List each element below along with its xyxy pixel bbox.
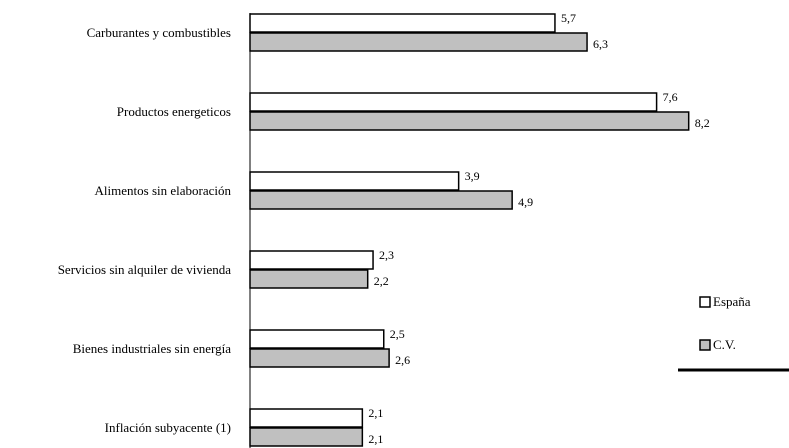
- value-label-espana-inflacion-subyacente: 2,1: [368, 406, 383, 420]
- bar-cv-carburantes: [249, 32, 588, 52]
- value-label-espana-carburantes: 5,7: [561, 11, 576, 25]
- bars-layer: [249, 13, 690, 447]
- bar-espana-productos-energeticos: [249, 92, 658, 112]
- labels-layer: Carburantes y combustibles 5,7 6,3 Producto…: [58, 11, 710, 446]
- category-label-bienes-industriales: Bienes industriales sin energía: [73, 341, 231, 356]
- value-label-cv-servicios: 2,2: [374, 274, 389, 288]
- legend: España C.V.: [678, 294, 789, 372]
- bar-espana-servicios: [249, 250, 374, 270]
- bar-espana-inflacion-subyacente: [249, 408, 364, 428]
- category-label-alimentos: Alimentos sin elaboración: [95, 183, 232, 198]
- legend-label-cv: C.V.: [713, 337, 736, 352]
- value-label-espana-bienes-industriales: 2,5: [390, 327, 405, 341]
- value-label-espana-alimentos: 3,9: [465, 169, 480, 183]
- category-label-inflacion-subyacente: Inflación subyacente (1): [105, 420, 231, 435]
- bar-cv-servicios: [249, 269, 369, 289]
- bar-espana-bienes-industriales: [249, 329, 385, 349]
- value-label-espana-servicios: 2,3: [379, 248, 394, 262]
- category-label-carburantes: Carburantes y combustibles: [87, 25, 231, 40]
- legend-swatch-espana: [699, 296, 711, 308]
- bar-espana-carburantes: [249, 13, 556, 33]
- category-label-productos-energeticos: Productos energeticos: [117, 104, 231, 119]
- bar-cv-bienes-industriales: [249, 348, 390, 368]
- value-label-espana-productos-energeticos: 7,6: [663, 90, 678, 104]
- bar-cv-inflacion-subyacente: [249, 427, 364, 447]
- value-label-cv-carburantes: 6,3: [593, 37, 608, 51]
- category-label-servicios: Servicios sin alquiler de vivienda: [58, 262, 232, 277]
- bar-espana-alimentos: [249, 171, 460, 191]
- legend-swatch-cv: [699, 339, 711, 351]
- bar-cv-alimentos: [249, 190, 513, 210]
- bar-cv-productos-energeticos: [249, 111, 690, 131]
- value-label-cv-bienes-industriales: 2,6: [395, 353, 410, 367]
- value-label-cv-productos-energeticos: 8,2: [695, 116, 710, 130]
- value-label-cv-alimentos: 4,9: [518, 195, 533, 209]
- legend-label-espana: España: [713, 294, 751, 309]
- value-label-cv-inflacion-subyacente: 2,1: [368, 432, 383, 446]
